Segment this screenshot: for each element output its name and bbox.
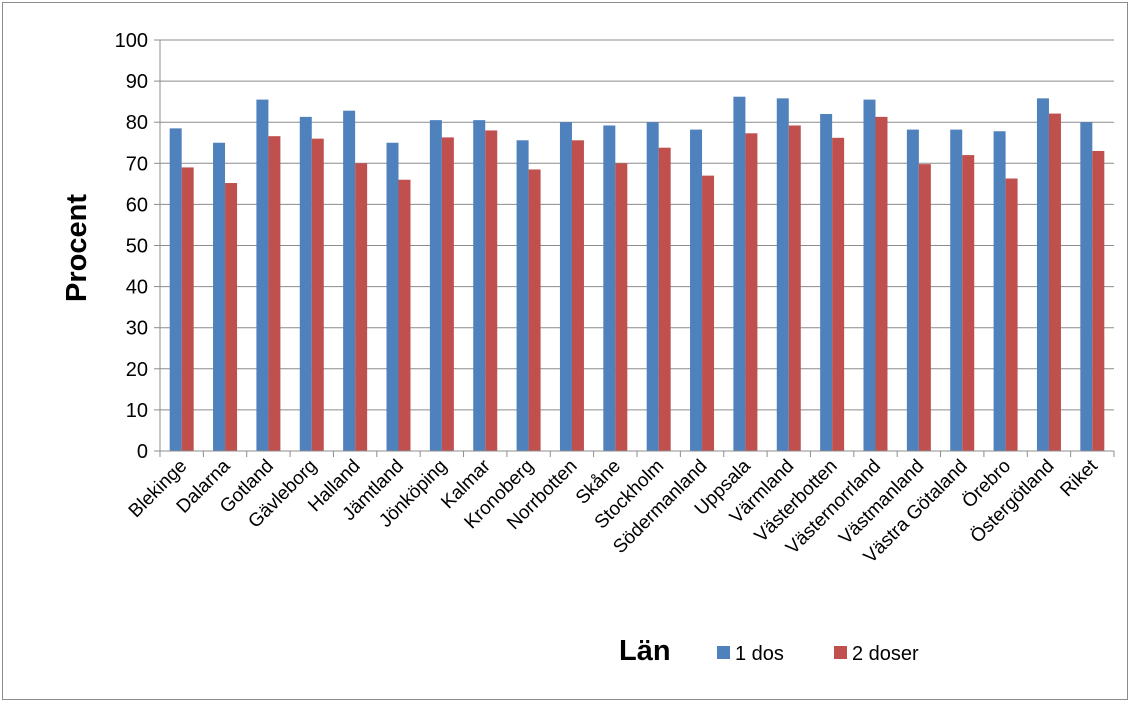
bar-1-dos <box>950 129 963 451</box>
bar-1-dos <box>820 113 833 451</box>
bar-1-dos <box>776 98 789 451</box>
y-tick-label: 20 <box>126 359 148 381</box>
y-tick-label: 90 <box>126 71 148 93</box>
y-tick-label: 70 <box>126 153 148 175</box>
bar-2-doser <box>181 167 194 451</box>
bars <box>169 96 1105 452</box>
bar-1-dos <box>256 99 269 451</box>
bar-1-dos <box>603 125 616 451</box>
bar-1-dos <box>993 131 1006 451</box>
y-tick-label: 0 <box>137 441 148 463</box>
bar-1-dos <box>343 110 356 451</box>
bar-2-doser <box>1092 150 1105 451</box>
bar-2-doser <box>441 137 454 452</box>
y-tick-label: 10 <box>126 400 148 422</box>
bar-2-doser <box>962 155 975 451</box>
bar-2-doser <box>788 125 801 451</box>
bar-2-doser <box>745 133 758 451</box>
y-tick-label: 40 <box>126 277 148 299</box>
legend-label-1-dos: 1 dos <box>735 643 784 665</box>
y-tick-label: 30 <box>126 318 148 340</box>
bar-1-dos <box>429 120 442 452</box>
x-axis-title: Län <box>619 635 671 667</box>
bar-2-doser <box>528 169 541 451</box>
bar-2-doser <box>832 137 845 451</box>
y-axis-title: Procent <box>61 194 93 302</box>
bar-1-dos <box>386 142 399 451</box>
bar-2-doser <box>268 136 281 451</box>
y-tick-label: 100 <box>115 30 148 52</box>
bar-1-dos <box>169 128 182 451</box>
bar-1-dos <box>863 99 876 451</box>
bar-2-doser <box>485 130 498 452</box>
y-axis-tick-labels: 0 10 20 30 40 50 60 70 80 90 100 <box>115 30 148 463</box>
legend-swatch-1-dos <box>717 646 730 659</box>
bar-1-dos <box>690 129 703 451</box>
bar-2-doser <box>355 163 368 452</box>
bar-1-dos <box>1080 122 1093 451</box>
legend-swatch-2-doser <box>834 646 847 659</box>
bar-1-dos <box>559 122 572 451</box>
bar-2-doser <box>918 164 931 451</box>
bar-1-dos <box>906 129 919 451</box>
y-tick-label: 80 <box>126 112 148 134</box>
bar-2-doser <box>311 138 324 451</box>
bar-2-doser <box>1048 113 1061 451</box>
bar-1-dos <box>299 116 312 452</box>
bar-1-dos <box>516 140 529 451</box>
bar-2-doser <box>658 147 671 451</box>
legend-label-2-doser: 2 doser <box>852 643 919 665</box>
bar-1-dos <box>646 122 659 451</box>
bar-chart: 0 10 20 30 40 50 60 70 80 90 100 BlekingeDalarnaGo… <box>61 30 1115 667</box>
bar-1-dos <box>213 142 226 451</box>
legend: 1 dos 2 doser <box>717 643 919 665</box>
bar-2-doser <box>875 116 888 452</box>
y-tick-label: 60 <box>126 194 148 216</box>
x-axis-category-labels: BlekingeDalarnaGotlandGävleborgHallandJä… <box>125 455 1103 567</box>
bar-2-doser <box>571 140 584 451</box>
bar-2-doser <box>398 179 411 452</box>
bar-2-doser <box>225 183 238 451</box>
axes <box>154 39 1115 457</box>
x-category-label: Riket <box>1056 455 1102 501</box>
bar-1-dos <box>1036 98 1049 451</box>
bar-1-dos <box>473 120 486 452</box>
bar-1-dos <box>733 96 746 451</box>
bar-2-doser <box>615 163 628 452</box>
bar-2-doser <box>1005 178 1018 451</box>
bar-2-doser <box>702 175 715 451</box>
y-tick-label: 50 <box>126 236 148 258</box>
